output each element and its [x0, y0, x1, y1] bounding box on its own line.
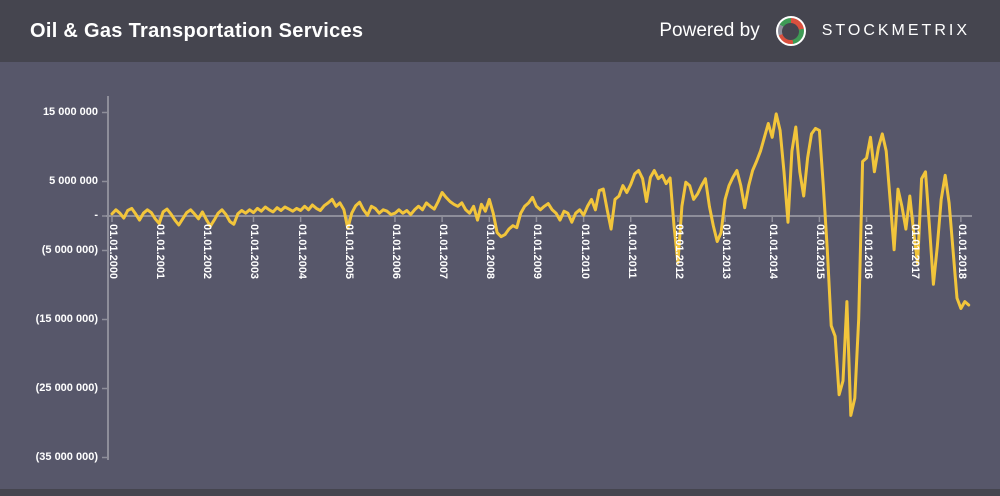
- y-axis-label: (35 000 000): [35, 450, 98, 463]
- powered-by-label: Powered by: [659, 20, 760, 41]
- y-axis-label: (5 000 000): [41, 243, 98, 256]
- x-axis: 01.01.2000 01.01.2001 01.01.2002 01.01.2003…: [0, 62, 1000, 489]
- x-axis-label: 01.01.2000: [107, 224, 119, 280]
- x-axis-label: 01.01.2010: [578, 224, 591, 280]
- y-axis-label: -: [94, 209, 98, 221]
- x-axis-label: 01.01.2005: [342, 224, 355, 280]
- x-axis-label: 01.01.2015: [814, 224, 827, 280]
- stockmetrix-logo-icon: [775, 16, 806, 46]
- stockmetrix-logo-hole: [782, 22, 800, 40]
- y-axis: 15 000 000 5 000 000 - (5 000 000) (15 000 0…: [0, 62, 98, 489]
- x-axis-label: 01.01.2006: [389, 224, 402, 280]
- x-axis-label: 01.01.2009: [531, 224, 544, 280]
- x-axis-label: 01.01.2007: [437, 224, 450, 280]
- y-axis-label: (15 000 000): [35, 312, 98, 325]
- x-axis-label: 01.01.2004: [295, 224, 308, 280]
- price-line: [110, 112, 971, 417]
- x-axis-label: 01.01.2008: [484, 224, 497, 280]
- x-axis-label: 01.01.2001: [154, 224, 167, 280]
- x-axis-label: 01.01.2011: [625, 224, 638, 279]
- y-axis-label: 15 000 000: [42, 105, 98, 118]
- brand-name: STOCKMETRIX: [821, 22, 970, 39]
- x-axis-label: 01.01.2016: [861, 224, 874, 280]
- chart-area: 15 000 000 5 000 000 - (5 000 000) (15 000 0…: [0, 62, 1000, 489]
- x-axis-label: 01.01.2012: [672, 224, 685, 280]
- page-title: Oil & Gas Transportation Services: [30, 19, 364, 42]
- x-axis-label: 01.01.2013: [720, 224, 733, 280]
- y-axis-label: 5 000 000: [49, 174, 98, 187]
- footer-bar: [0, 489, 1000, 496]
- header-bar: Oil & Gas Transportation Services Powere…: [0, 0, 1000, 62]
- x-axis-label: 01.01.2014: [767, 224, 780, 280]
- chart-canvas: [102, 96, 972, 460]
- x-axis-label: 01.01.2003: [248, 224, 261, 280]
- x-axis-label: 01.01.2002: [201, 224, 214, 280]
- x-axis-label: 01.01.2017: [908, 224, 921, 280]
- brand-cluster: Powered by STOCKMETRIX: [659, 16, 970, 46]
- y-axis-label: (25 000 000): [35, 381, 98, 394]
- x-axis-label: 01.01.2018: [955, 224, 968, 280]
